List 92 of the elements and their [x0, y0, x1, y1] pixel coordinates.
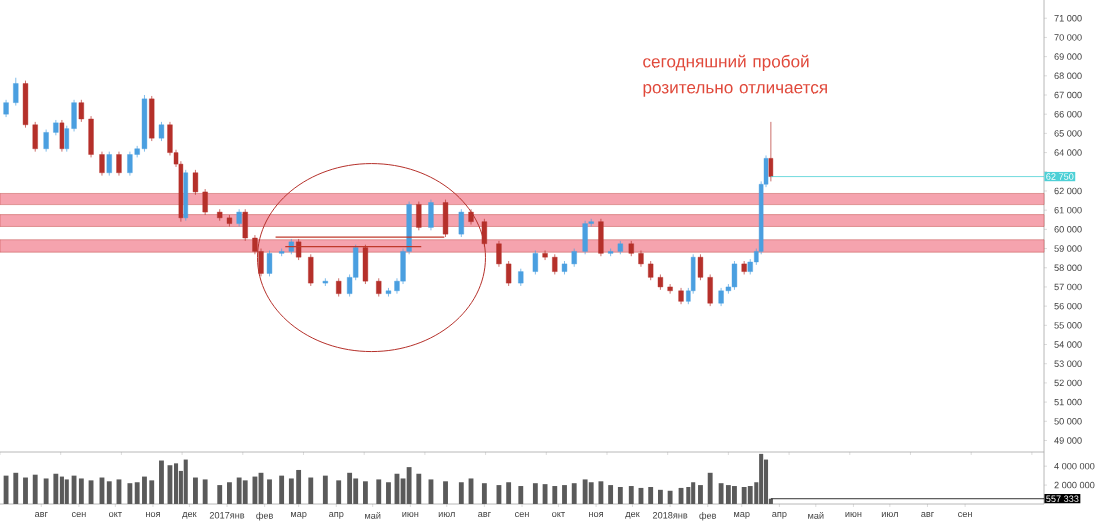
- bar: [657, 489, 663, 504]
- candlestick: [718, 287, 724, 307]
- bar: [296, 469, 302, 504]
- bar: [362, 481, 368, 504]
- candlestick: [458, 208, 464, 238]
- bar: [628, 486, 634, 504]
- bar: [236, 477, 242, 504]
- bar: [759, 453, 764, 504]
- candlestick: [506, 260, 512, 287]
- candlestick: [183, 169, 188, 222]
- bar: [227, 482, 232, 504]
- bar: [43, 478, 49, 504]
- candlestick: [266, 250, 273, 277]
- bar: [173, 463, 179, 504]
- bar: [53, 473, 59, 504]
- bar: [59, 476, 64, 504]
- bar: [416, 473, 422, 504]
- candlestick: [336, 277, 342, 297]
- candlestick: [149, 95, 155, 142]
- bar: [127, 483, 133, 504]
- bar: [617, 486, 623, 504]
- bar: [308, 477, 314, 504]
- candlestick: [78, 99, 84, 123]
- candlestick: [731, 260, 738, 291]
- bar: [386, 482, 391, 504]
- bar: [3, 475, 9, 504]
- bar: [562, 485, 567, 504]
- bar: [279, 475, 285, 504]
- bar: [202, 479, 208, 504]
- bar: [106, 481, 112, 504]
- candlestick: [106, 151, 112, 176]
- bar: [582, 479, 588, 504]
- bar: [458, 482, 464, 504]
- bar: [707, 472, 713, 504]
- bar: [732, 486, 737, 504]
- candlestick: [88, 115, 94, 158]
- bar: [763, 459, 769, 504]
- candlestick: [13, 77, 19, 106]
- bar: [518, 486, 524, 504]
- bar: [506, 482, 512, 504]
- bar: [193, 477, 198, 504]
- bar: [741, 486, 747, 504]
- bar: [608, 485, 614, 504]
- candlestick: [59, 119, 65, 152]
- bar: [149, 480, 155, 504]
- candlestick: [116, 151, 122, 176]
- bar: [242, 480, 248, 504]
- bar: [691, 482, 696, 504]
- bar: [481, 483, 487, 504]
- bar: [267, 479, 272, 504]
- candlestick: [158, 121, 165, 142]
- bar: [134, 482, 140, 504]
- bar: [336, 480, 342, 504]
- bar: [183, 459, 188, 504]
- bar: [217, 485, 223, 504]
- candlestick: [127, 151, 133, 176]
- bar: [571, 483, 577, 504]
- candlestick: [768, 121, 774, 182]
- candlestick: [99, 151, 105, 176]
- bar: [288, 478, 294, 504]
- bar: [347, 472, 353, 504]
- candlestick: [667, 283, 673, 295]
- bar: [159, 460, 164, 504]
- bar: [32, 474, 38, 504]
- bar: [725, 485, 731, 504]
- bar: [64, 479, 69, 504]
- bar: [406, 467, 412, 504]
- bar: [718, 483, 724, 504]
- candlestick: [376, 277, 382, 297]
- bar: [376, 479, 382, 504]
- annotation: сегодняшний пробой розительно отличается: [643, 54, 827, 97]
- bar: [443, 481, 448, 504]
- bar: [588, 482, 594, 504]
- bar: [747, 486, 753, 504]
- bar: [78, 478, 84, 504]
- bar: [648, 486, 654, 504]
- bar: [686, 486, 691, 504]
- candlestick: [532, 250, 538, 275]
- candlestick: [43, 129, 49, 152]
- bar: [23, 477, 28, 504]
- bar: [542, 484, 548, 504]
- bar: [13, 472, 19, 504]
- bar: [552, 486, 558, 504]
- bar: [532, 483, 538, 504]
- bar: [698, 485, 703, 504]
- bar: [667, 490, 673, 504]
- bar: [598, 481, 604, 504]
- bar: [142, 476, 147, 504]
- bar: [353, 478, 359, 504]
- bar: [322, 475, 328, 504]
- candlestick: [428, 199, 434, 231]
- candlestick: [582, 220, 588, 255]
